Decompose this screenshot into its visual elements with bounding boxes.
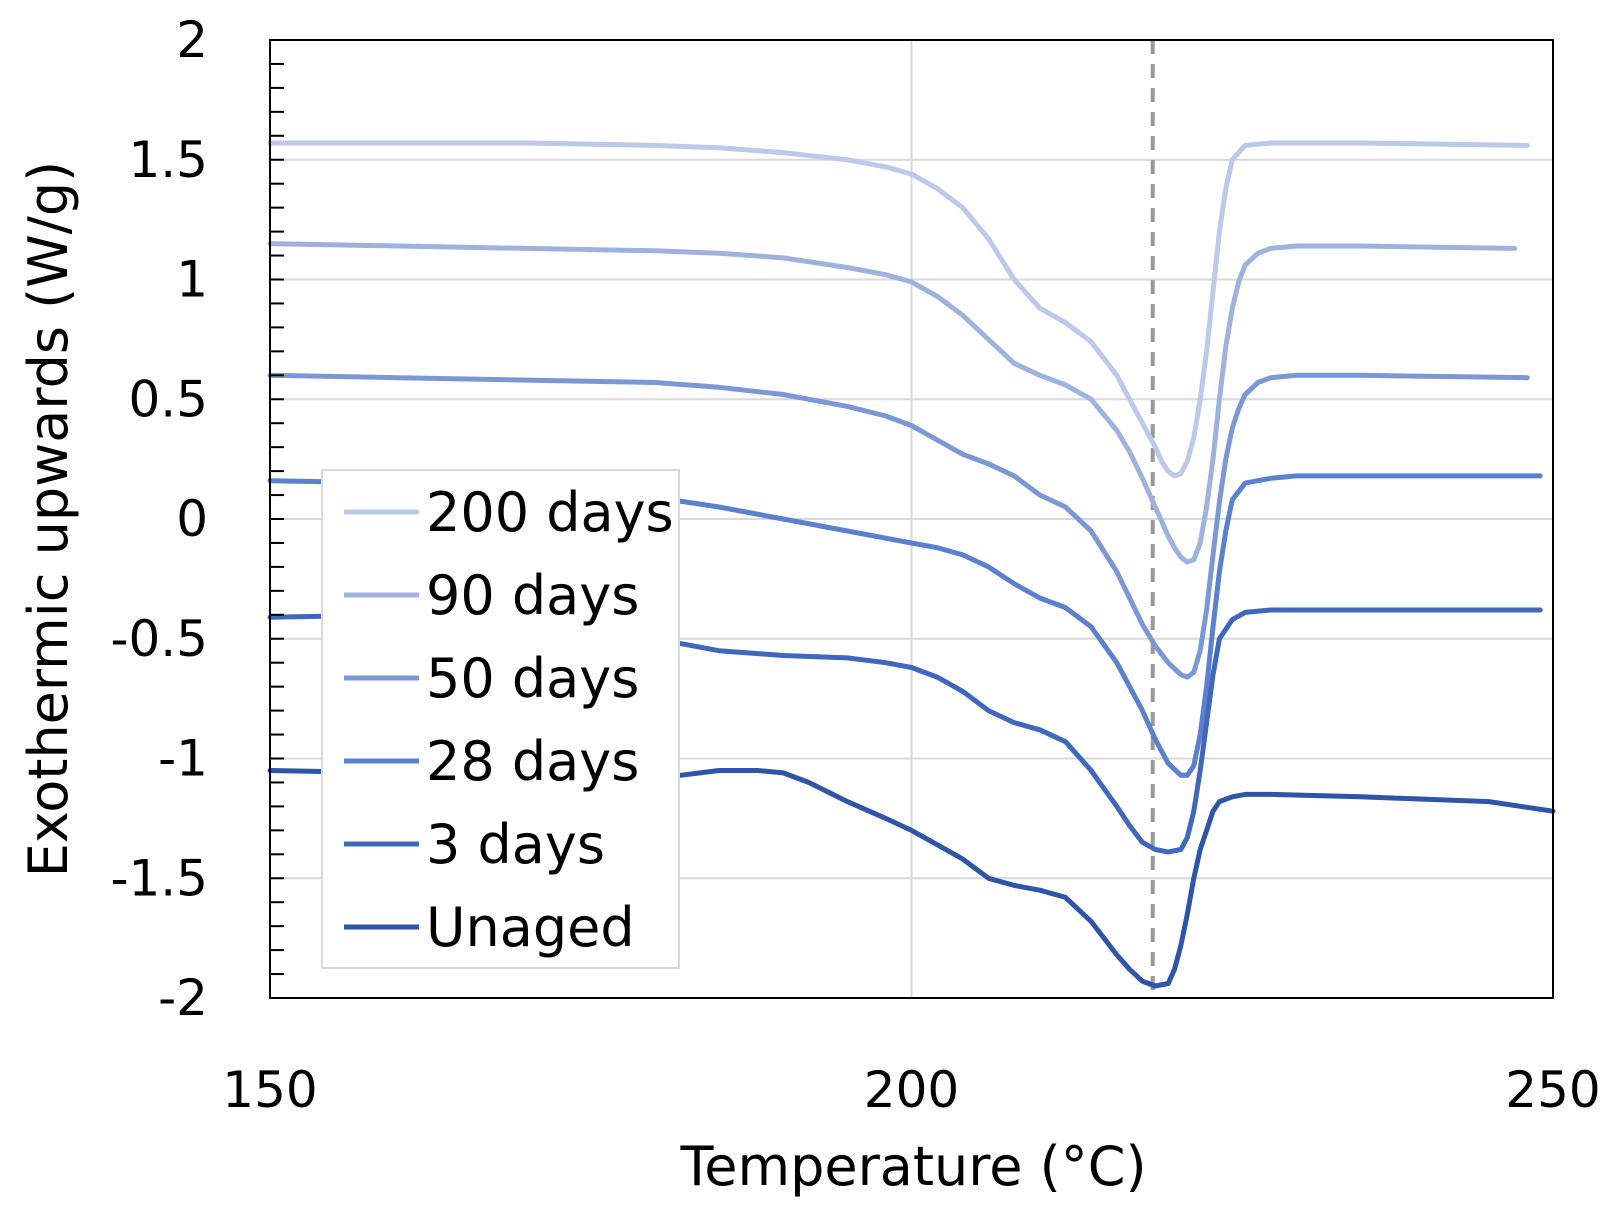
- x-tick-label: 150: [222, 1061, 317, 1119]
- legend-label: 28 days: [426, 730, 639, 793]
- legend-label: 90 days: [426, 564, 639, 627]
- y-axis-title: Exothermic upwards (W/g): [17, 161, 80, 877]
- y-tick-label: -1: [158, 730, 208, 788]
- series-line: [267, 607, 1543, 855]
- y-tick-label: 1.5: [128, 131, 208, 189]
- legend-label: Unaged: [426, 896, 635, 959]
- y-minor-ticks: [270, 39, 284, 999]
- series-layer: [267, 140, 1556, 989]
- y-tick-labels: -2 -1.5 -1 -0.5 0 0.5 1 1.5 2: [110, 11, 208, 1027]
- series-line: [267, 140, 1530, 479]
- x-tick-labels: 150 200 250: [222, 1061, 1600, 1119]
- legend-label: 200 days: [426, 481, 674, 544]
- series-line: [267, 473, 1543, 778]
- y-tick-label: -1.5: [110, 849, 208, 907]
- y-tick-label: -0.5: [110, 610, 208, 668]
- legend-label: 50 days: [426, 647, 639, 710]
- x-tick-label: 250: [1505, 1061, 1600, 1119]
- legend-box: [321, 469, 680, 969]
- y-tick-label: 0.5: [128, 370, 208, 428]
- series-line: [267, 768, 1556, 989]
- y-tick-label: 0: [176, 490, 208, 548]
- y-tick-label: 1: [176, 251, 208, 309]
- x-tick-label: 200: [864, 1061, 959, 1119]
- y-tick-label: 2: [176, 11, 208, 69]
- x-axis-title: Temperature (°C): [679, 1135, 1146, 1198]
- series-line: [267, 241, 1517, 565]
- series-line: [267, 372, 1530, 680]
- legend-label: 3 days: [426, 813, 605, 876]
- y-tick-label: -2: [158, 969, 208, 1027]
- legend: 200 days 90 days 50 days 28 days 3 days Unage…: [321, 469, 680, 969]
